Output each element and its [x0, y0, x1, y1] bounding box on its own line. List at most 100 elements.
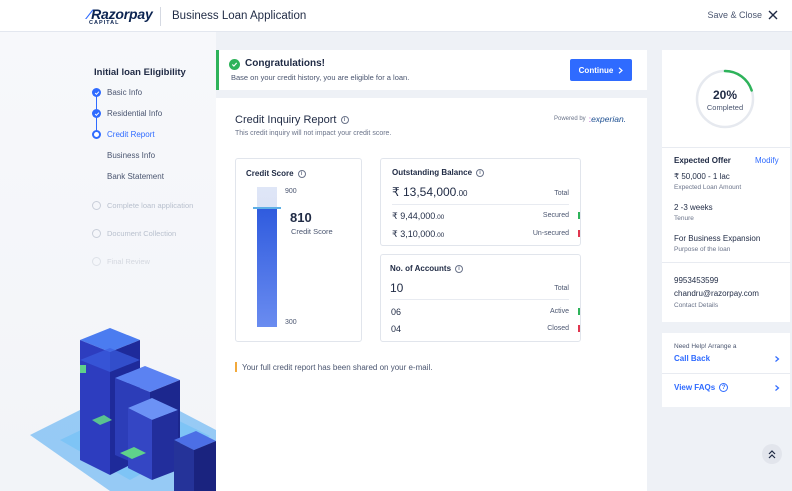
help-text: Need Help! Arrange a: [674, 343, 737, 350]
continue-button[interactable]: Continue: [570, 59, 632, 81]
purpose-value: For Business Expansion: [674, 234, 761, 243]
accounts-card: [380, 254, 581, 342]
offer-summary-panel: [662, 50, 790, 322]
help-panel: [662, 333, 790, 407]
chevron-right-icon[interactable]: [774, 385, 780, 391]
unsecured-label: Un-secured: [532, 230, 569, 237]
total-label: Total: [554, 190, 569, 197]
divider: [662, 262, 790, 263]
step-label: Bank Statement: [107, 172, 164, 181]
accounts-total: 10: [390, 281, 404, 295]
progress-percent: 20%: [712, 88, 738, 102]
step-label: Residential Info: [107, 109, 163, 118]
powered-by: Powered by :experian.: [554, 114, 626, 124]
call-back-link[interactable]: Call Back: [674, 354, 710, 363]
save-close-button[interactable]: Save & Close: [707, 10, 778, 20]
closed-indicator: [578, 325, 580, 332]
tenure-label: Tenure: [674, 215, 694, 222]
secured-indicator: [578, 212, 580, 219]
tenure-value: 2 -3 weeks: [674, 203, 713, 212]
outstanding-unsecured: ₹ 3,10,000.00: [392, 229, 444, 240]
divider: [390, 299, 569, 300]
continue-label: Continue: [578, 65, 614, 75]
chevron-right-icon[interactable]: [774, 356, 780, 362]
secured-amount: ₹ 9,44,000: [392, 211, 436, 221]
divider: [662, 373, 790, 374]
score-gauge-fill: [257, 208, 277, 327]
score-gauge-marker: [253, 207, 281, 209]
powered-by-label: Powered by: [554, 116, 586, 122]
credit-score-label: Credit Score: [291, 227, 333, 236]
call-back-label: Call Back: [674, 354, 711, 363]
closed-label: Closed: [547, 325, 569, 332]
contact-label: Contact Details: [674, 302, 719, 309]
active-label: Active: [549, 308, 569, 315]
check-icon: [92, 88, 101, 97]
accounts-closed: 04: [391, 324, 402, 334]
step-basic-info[interactable]: Basic Info: [92, 88, 142, 97]
experian-logo: :experian.: [588, 114, 627, 124]
divider: [392, 204, 569, 205]
progress-ring: [695, 69, 755, 129]
close-icon: [768, 10, 778, 20]
success-check-icon: [229, 59, 240, 70]
step-credit-report[interactable]: Credit Report: [92, 130, 155, 139]
save-close-label: Save & Close: [707, 10, 762, 20]
stage-complete-loan-application: Complete loan application: [92, 201, 193, 210]
outstanding-secured: ₹ 9,44,000.00: [392, 211, 444, 222]
unsecured-amount: ₹ 3,10,000: [392, 229, 436, 239]
loan-amount: ₹ 50,000 - 1 lac: [674, 172, 730, 181]
step-residential-info[interactable]: Residential Info: [92, 109, 162, 118]
info-icon[interactable]: i: [455, 264, 464, 273]
double-chevron-up-icon: [768, 449, 776, 458]
accounts-title-text: No. of Accounts: [390, 264, 452, 273]
info-icon[interactable]: i: [297, 169, 306, 178]
info-icon[interactable]: i: [476, 168, 485, 177]
credit-score-card: [235, 158, 362, 342]
current-step-icon: [92, 130, 101, 139]
modify-link[interactable]: Modify: [755, 156, 779, 165]
brand-name: Razorpay: [91, 6, 153, 22]
contact-email: chandru@razorpay.com: [674, 289, 759, 298]
brand-sub: CAPITAL: [89, 20, 120, 26]
stage-icon: [92, 257, 101, 266]
banner-title: Congratulations!: [245, 58, 325, 69]
report-title: Credit Inquiry Report i: [235, 114, 349, 126]
divider: [662, 147, 790, 148]
step-label: Business Info: [107, 151, 156, 160]
scroll-to-top-button[interactable]: [762, 444, 782, 464]
purpose-label: Purpose of the loan: [674, 246, 731, 253]
razorpay-capital-logo[interactable]: ⁄Razorpay CAPITAL: [88, 6, 153, 26]
step-business-info[interactable]: Business Info: [107, 151, 155, 160]
step-bank-statement[interactable]: Bank Statement: [107, 172, 164, 181]
stage-label: Document Collection: [107, 229, 177, 238]
secured-paise: .00: [435, 214, 445, 221]
credit-score-title-text: Credit Score: [246, 169, 294, 178]
stage-final-review: Final Review: [92, 257, 150, 266]
page-title: Business Loan Application: [172, 10, 307, 22]
report-title-text: Credit Inquiry Report: [235, 114, 337, 126]
unsecured-indicator: [578, 230, 580, 237]
view-faqs-label: View FAQs: [674, 383, 716, 392]
step-label: Credit Report: [107, 130, 155, 139]
total-amount: ₹ 13,54,000: [392, 185, 457, 199]
app-header: ⁄Razorpay CAPITAL Business Loan Applicat…: [0, 0, 792, 32]
accounts-active: 06: [391, 307, 402, 317]
outstanding-balance-title: Outstanding Balance i: [392, 168, 485, 177]
report-subtitle: This credit inquiry will not impact your…: [235, 130, 392, 137]
info-icon[interactable]: i: [340, 116, 349, 124]
expected-offer-title: Expected Offer: [674, 156, 731, 165]
score-min: 300: [285, 319, 297, 326]
progress-label: Completed: [706, 103, 744, 112]
accounts-title: No. of Accounts i: [390, 264, 464, 273]
provider-name: experian.: [591, 114, 627, 124]
header-divider: [160, 7, 161, 26]
total-paise: .00: [456, 189, 468, 198]
view-faqs-link[interactable]: View FAQs ?: [674, 383, 729, 392]
banner-text: Base on your credit history, you are eli…: [231, 73, 410, 82]
question-icon: ?: [719, 383, 729, 392]
report-shared-note: Your full credit report has been shared …: [242, 363, 433, 372]
contact-phone: 9953453599: [674, 276, 719, 285]
credit-score-value: 810: [290, 210, 312, 225]
loan-amount-label: Expected Loan Amount: [674, 184, 742, 191]
